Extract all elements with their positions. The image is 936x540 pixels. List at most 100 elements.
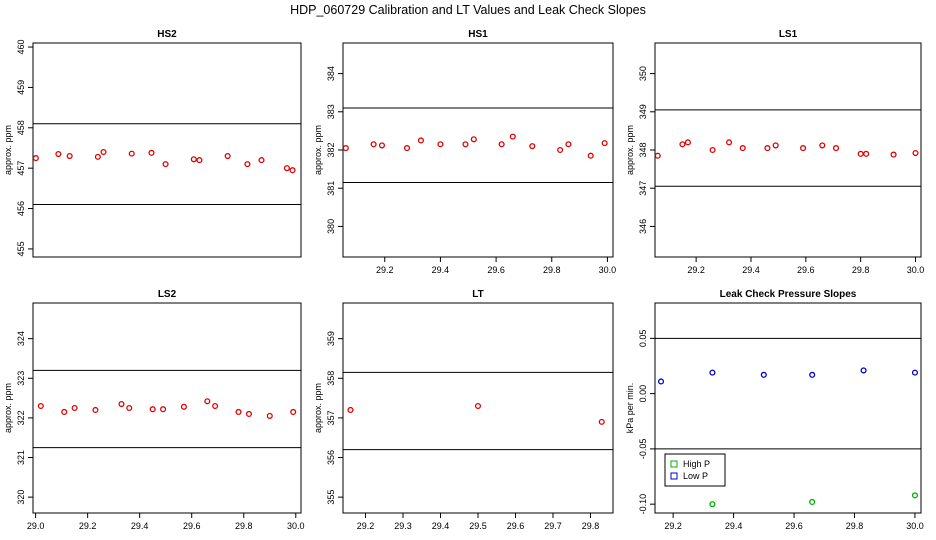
panel-lt-series-0-point-2 bbox=[598, 418, 605, 425]
panel-hs2-y-tick-label-3: 458 bbox=[16, 120, 26, 135]
panel-ls2-frame bbox=[32, 302, 302, 514]
panel-hs2-series-0-point-7 bbox=[162, 161, 169, 168]
panel-hs2-series-0-point-3 bbox=[94, 153, 101, 160]
panel-hs2-y-axis-label: approx. ppm bbox=[3, 125, 13, 175]
panel-ls1-frame bbox=[654, 42, 922, 258]
panel-lt-series-0-point-0 bbox=[347, 406, 354, 414]
panel-leak-check-pressure-slopes-title: Leak Check Pressure Slopes bbox=[720, 289, 857, 300]
panel-lt-x-tick-label-5: 29.7 bbox=[544, 521, 562, 531]
panel-lt-x-tick-label-3: 29.5 bbox=[469, 521, 487, 531]
panel-leak-check-pressure-slopes-x-tick-label-2: 29.6 bbox=[785, 521, 803, 531]
panel-leak-check-pressure-slopes-high-p-point-1 bbox=[809, 498, 816, 505]
panel-ls2-series-0-point-11 bbox=[235, 408, 242, 416]
panel-hs1-series-0-point-1 bbox=[370, 141, 377, 148]
panel-leak-check-pressure-slopes-x-tick-label-1: 29.4 bbox=[725, 521, 743, 531]
panel-hs1-series-0-point-7 bbox=[470, 136, 477, 143]
panel-ls1-y-tick-label-3: 349 bbox=[638, 104, 648, 119]
panel-leak-check-pressure-slopes-low-p-point-1 bbox=[709, 369, 716, 376]
panel-ls1-series-0-point-8 bbox=[800, 145, 807, 152]
panel-hs1-series-0-point-9 bbox=[509, 133, 516, 140]
panel-ls1-series-0-point-14 bbox=[912, 150, 919, 157]
panel-leak-check-pressure-slopes-y-tick-label-3: 0.05 bbox=[638, 330, 648, 348]
panel-lt-x-tick-label-4: 29.6 bbox=[507, 521, 525, 531]
panel-hs2-series-0-point-2 bbox=[66, 153, 73, 160]
panel-hs1-y-tick-label-3: 383 bbox=[326, 104, 336, 119]
panel-leak-check-pressure-slopes-frame bbox=[654, 302, 922, 514]
panel-hs2-y-tick-label-1: 456 bbox=[16, 201, 26, 216]
panel-leak-check-pressure-slopes-low-p-point-2 bbox=[760, 371, 767, 378]
panel-leak-check-pressure-slopes-legend-label-high-p: High P bbox=[683, 459, 710, 469]
panel-hs1-y-tick-label-1: 381 bbox=[326, 181, 336, 196]
panel-ls1-y-tick-label-0: 346 bbox=[638, 219, 648, 234]
panel-hs2-series-0-point-10 bbox=[224, 153, 231, 160]
panel-lt-x-tick-label-0: 29.2 bbox=[357, 521, 375, 531]
panel-hs1-series-0-point-11 bbox=[557, 146, 564, 154]
panel-hs1-y-tick-label-0: 380 bbox=[326, 219, 336, 234]
panel-hs1-y-tick-label-2: 382 bbox=[326, 142, 336, 157]
panel-ls1-x-tick-label-2: 29.6 bbox=[797, 265, 815, 275]
panel-lt-series-0-point-1 bbox=[474, 402, 482, 410]
panel-ls2-series-0-point-14 bbox=[290, 408, 297, 416]
panel-ls2-series-0-point-10 bbox=[212, 402, 219, 410]
panel-hs1-series-0-point-13 bbox=[587, 152, 594, 159]
panel-ls2-series-0-point-1 bbox=[61, 408, 68, 416]
panel-ls2-series-0-point-9 bbox=[204, 398, 211, 405]
panel-hs1-y-axis-label: approx. ppm bbox=[313, 125, 323, 175]
panel-ls1-x-tick-label-3: 29.8 bbox=[852, 265, 870, 275]
panel-ls2-title: LS2 bbox=[158, 289, 177, 300]
panel-hs1-x-tick-label-0: 29.2 bbox=[376, 265, 394, 275]
panel-ls2-series-0-point-2 bbox=[71, 404, 78, 412]
panel-leak-check-pressure-slopes-legend-swatch-low-p bbox=[670, 472, 678, 480]
panel-leak-check-pressure-slopes-x-tick-label-3: 29.8 bbox=[846, 521, 864, 531]
panel-leak-check-pressure-slopes-legend-box bbox=[664, 453, 726, 487]
panel-lt-y-tick-label-2: 357 bbox=[326, 410, 336, 425]
panel-ls1-series-0-point-10 bbox=[832, 145, 840, 152]
panel-hs1-y-tick-label-4: 384 bbox=[326, 66, 336, 81]
panel-hs1-x-tick-label-1: 29.4 bbox=[432, 265, 450, 275]
panel-hs2-y-tick-label-5: 460 bbox=[16, 40, 26, 55]
panel-lt-x-tick-label-6: 29.8 bbox=[582, 521, 600, 531]
panel-ls2: LS2 320 321 322 323 324 approx. ppm 29.0 29.2 29.… bbox=[3, 289, 305, 531]
panel-hs2-series-0-point-6 bbox=[148, 149, 155, 156]
panel-hs2: HS2 455 456 457 458 459 460 approx. ppm bbox=[3, 29, 302, 258]
panel-hs2-series-0-point-0 bbox=[32, 155, 39, 162]
panel-leak-check-pressure-slopes-x-tick-label-4: 30.0 bbox=[906, 521, 924, 531]
panel-hs2-y-tick-label-2: 457 bbox=[16, 161, 26, 176]
panel-leak-check-pressure-slopes-x-tick-label-0: 29.2 bbox=[664, 521, 682, 531]
panel-leak-check-pressure-slopes-low-p-point-4 bbox=[860, 367, 867, 374]
panel-ls1-y-axis-label: approx. ppm bbox=[625, 125, 635, 175]
panel-leak-check-pressure-slopes-legend: High P Low P bbox=[664, 453, 726, 487]
panel-ls2-series-0-point-3 bbox=[92, 406, 99, 414]
panel-lt-title: LT bbox=[472, 289, 483, 300]
panel-ls1-y-tick-label-1: 347 bbox=[638, 181, 648, 196]
panel-ls2-x-tick-label-4: 29.8 bbox=[235, 521, 253, 531]
panel-hs1-x-tick-label-3: 29.8 bbox=[543, 265, 561, 275]
panel-ls1-series-0-point-4 bbox=[725, 139, 733, 146]
panel-hs2-series-0-point-4 bbox=[100, 148, 107, 156]
panel-hs2-title: HS2 bbox=[157, 29, 177, 40]
panel-ls1-series-0-point-0 bbox=[654, 152, 661, 159]
panel-ls2-x-tick-label-1: 29.2 bbox=[79, 521, 97, 531]
panel-leak-check-pressure-slopes-high-p-point-0 bbox=[709, 501, 716, 508]
panel-ls2-series-0-point-13 bbox=[266, 412, 273, 419]
panel-hs1-series-0-point-4 bbox=[417, 137, 424, 144]
panel-leak-check-pressure-slopes-high-p-point-2 bbox=[911, 492, 919, 499]
panel-ls2-x-tick-label-0: 29.0 bbox=[27, 521, 45, 531]
panel-ls1-series-0-point-2 bbox=[684, 139, 691, 146]
panel-ls1-series-0-point-13 bbox=[890, 151, 897, 158]
panel-hs1-title: HS1 bbox=[468, 29, 488, 40]
panel-ls2-y-tick-label-3: 323 bbox=[16, 371, 26, 386]
panel-ls2-series-0-point-0 bbox=[37, 402, 44, 410]
panel-ls2-x-tick-label-3: 29.6 bbox=[183, 521, 201, 531]
panel-lt-y-tick-label-3: 358 bbox=[326, 371, 336, 386]
panel-lt-x-tick-label-2: 29.4 bbox=[432, 521, 450, 531]
figure-title: HDP_060729 Calibration and LT Values and… bbox=[290, 3, 646, 17]
panel-lt-x-tick-label-1: 29.3 bbox=[394, 521, 412, 531]
panel-ls1-series-0-point-11 bbox=[857, 150, 864, 157]
panel-hs2-y-tick-label-0: 455 bbox=[16, 241, 26, 256]
panel-hs1-series-0-point-5 bbox=[437, 141, 444, 148]
panel-leak-check-pressure-slopes: Leak Check Pressure Slopes -0.10 -0.05 0.00… bbox=[625, 289, 924, 531]
panel-ls1-series-0-point-1 bbox=[679, 141, 686, 148]
panel-ls2-y-axis-label: approx. ppm bbox=[3, 383, 13, 433]
